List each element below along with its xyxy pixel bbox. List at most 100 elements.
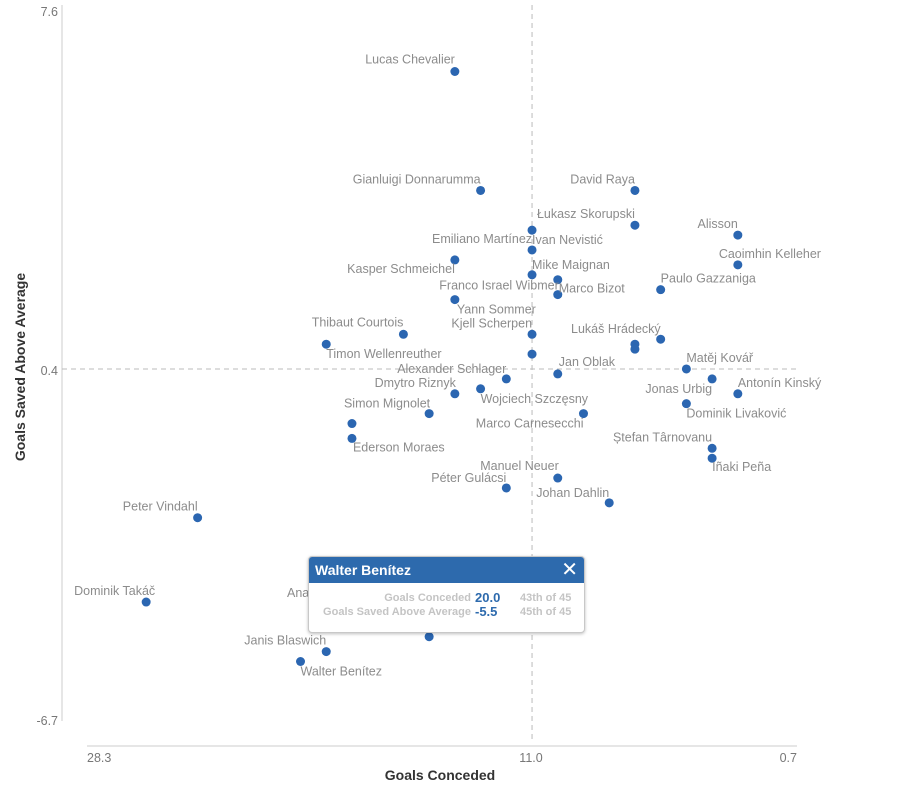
x-tick-label: 11.0 [519,751,542,765]
point-label: Lucas Chevalier [365,52,455,66]
data-point[interactable] [321,339,331,349]
point-label: Kjell Scherpen [451,316,532,330]
data-point[interactable] [553,290,563,300]
point-label: Ivan Nevistić [532,233,603,247]
data-point[interactable] [527,349,537,359]
data-point[interactable] [707,374,717,384]
point-label: Péter Gulácsi [431,471,506,485]
point-label: Janis Blaswich [244,634,326,648]
point-label: Emiliano Martínez [432,232,532,246]
point-label: Peter Vindahl [123,500,198,514]
point-label: Yann Sommer [457,303,536,317]
data-point[interactable] [501,374,511,384]
data-point[interactable] [707,443,717,453]
point-label: Alisson [698,217,738,231]
y-tick-label: 0.4 [41,364,58,378]
data-point[interactable] [733,260,743,270]
x-tick-label: 0.7 [780,751,797,765]
data-point[interactable] [527,329,537,339]
point-label: Thibaut Courtois [312,315,404,329]
data-point[interactable] [450,255,460,265]
data-point[interactable] [193,513,203,523]
y-tick-label: -6.7 [36,714,58,728]
tooltip-title: Walter Benítez [315,562,411,578]
point-label: Dominik Livaković [686,407,786,421]
point-label: Alexander Schlager [397,362,506,376]
y-axis-title: Goals Saved Above Average [12,273,28,462]
data-point[interactable] [347,419,357,429]
data-point[interactable] [398,329,408,339]
x-tick-label: 28.3 [87,751,111,765]
x-axis-title: Goals Conceded [385,767,495,783]
point-label: Matěj Kovář [686,351,754,365]
tooltip: Walter Benítez ✕ Goals Conceded 20.0 43t… [308,556,585,633]
data-point[interactable] [733,389,743,399]
data-point[interactable] [347,433,357,443]
point-label: Timon Wellenreuther [326,347,441,361]
data-point[interactable] [681,399,691,409]
tooltip-row-value: 20.0 [475,590,501,605]
data-point[interactable] [630,344,640,354]
point-label: Dmytro Riznyk [375,376,457,390]
data-point[interactable] [733,230,743,240]
tooltip-row-label: Goals Conceded [384,592,471,604]
point-label: Marco Bizot [559,282,626,296]
data-point[interactable] [553,369,563,379]
tooltip-row-rank: 45th of 45 [520,606,572,618]
data-point[interactable] [296,657,306,667]
data-point[interactable] [707,453,717,463]
point-label: Manuel Neuer [480,459,559,473]
tooltip-row: Goals Saved Above Average -5.5 45th of 4… [309,605,584,619]
data-point[interactable] [321,647,331,657]
point-label: Gianluigi Donnarumma [353,172,481,186]
point-label: Kasper Schmeichel [347,262,455,276]
data-point[interactable] [527,270,537,280]
tooltip-row-value: -5.5 [475,604,498,619]
data-point[interactable] [476,384,486,394]
data-point[interactable] [424,632,434,642]
y-tick-label: 7.6 [41,5,58,19]
data-point[interactable] [553,473,563,483]
point-label: Mike Maignan [532,258,610,272]
data-point[interactable] [450,295,460,305]
data-point[interactable] [141,597,151,607]
data-point[interactable] [527,225,537,235]
point-label: Simon Mignolet [344,397,431,411]
tooltip-row: Goals Conceded 20.0 43th of 45 [309,591,584,605]
point-label: Caoimhin Kelleher [719,247,821,261]
data-point[interactable] [656,285,666,295]
data-point[interactable] [553,275,563,285]
data-point[interactable] [527,245,537,255]
point-label: Jan Oblak [559,355,616,369]
data-point[interactable] [630,220,640,230]
tooltip-header: Walter Benítez ✕ [309,557,584,583]
data-point[interactable] [630,185,640,195]
point-label-partial: Ana [287,586,309,600]
point-label: Franco Israel Wibmer [439,279,558,293]
point-label: Marco Carnesecchi [476,417,584,431]
data-point[interactable] [681,364,691,374]
point-label: Dominik Takáč [74,584,155,598]
tooltip-row-label: Goals Saved Above Average [323,606,471,618]
data-point[interactable] [656,334,666,344]
point-label: Jonas Urbig [645,382,712,396]
data-point[interactable] [450,66,460,76]
data-point[interactable] [424,409,434,419]
point-label: Iñaki Peña [712,460,771,474]
point-label: Lukáš Hrádecký [571,322,661,336]
close-icon[interactable]: ✕ [561,559,578,581]
point-label: Łukasz Skorupski [537,207,635,221]
point-label: Johan Dahlin [536,486,609,500]
point-label: David Raya [570,172,635,186]
data-point[interactable] [450,389,460,399]
data-point[interactable] [578,409,588,419]
data-point[interactable] [501,483,511,493]
data-point[interactable] [476,185,486,195]
point-label: Ștefan Târnovanu [613,430,712,444]
tooltip-row-rank: 43th of 45 [520,592,572,604]
point-label: Walter Benítez [301,665,383,679]
point-label: Ederson Moraes [353,440,445,454]
data-point[interactable] [604,498,614,508]
